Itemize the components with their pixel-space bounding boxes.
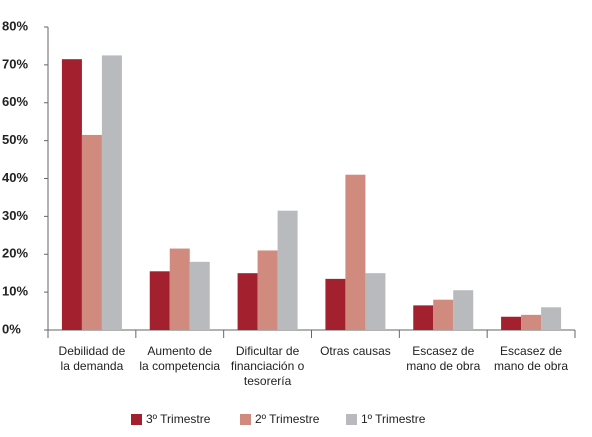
bar <box>101 55 122 330</box>
x-tick-label: la competencia <box>139 359 220 373</box>
bar <box>501 316 522 330</box>
bar <box>169 248 190 330</box>
bar <box>345 174 366 330</box>
y-tick-label: 30% <box>2 208 28 223</box>
legend-swatch <box>346 414 357 425</box>
bar <box>365 273 386 330</box>
bar <box>189 261 210 330</box>
x-tick-label: Escasez de <box>500 344 562 358</box>
x-tick-label: mano de obra <box>494 359 568 373</box>
x-tick-label: Escasez de <box>412 344 474 358</box>
x-tick-label: Dificultar de <box>236 344 300 358</box>
x-tick-label: tesorería <box>244 374 292 388</box>
bar <box>149 271 170 330</box>
bar <box>453 290 474 330</box>
legend-label: 2º Trimestre <box>255 412 320 426</box>
y-tick-label: 0% <box>2 321 21 336</box>
bar <box>325 278 346 330</box>
y-tick-label: 10% <box>2 284 28 299</box>
bar <box>277 210 298 330</box>
x-tick-label: mano de obra <box>406 359 480 373</box>
x-tick-label: financiación o <box>231 359 305 373</box>
x-tick-label: Otras causas <box>320 344 391 358</box>
legend-swatch <box>131 414 142 425</box>
bar <box>433 299 454 330</box>
y-tick-label: 40% <box>2 170 28 185</box>
legend-label: 3º Trimestre <box>146 412 211 426</box>
x-tick-label: Debilidad de <box>59 344 126 358</box>
bar <box>541 307 562 330</box>
bar <box>257 250 278 330</box>
bar <box>413 305 434 330</box>
x-tick-label: la demanda <box>61 359 124 373</box>
bar <box>521 314 542 330</box>
bar <box>237 273 258 330</box>
y-tick-label: 80% <box>2 18 28 33</box>
legend-label: 1º Trimestre <box>361 412 426 426</box>
y-tick-label: 60% <box>2 94 28 109</box>
y-tick-label: 70% <box>2 56 28 71</box>
bar <box>61 59 82 330</box>
bar <box>81 134 102 330</box>
y-tick-label: 20% <box>2 246 28 261</box>
y-tick-label: 50% <box>2 132 28 147</box>
legend-swatch <box>240 414 251 425</box>
x-tick-label: Aumento de <box>147 344 212 358</box>
